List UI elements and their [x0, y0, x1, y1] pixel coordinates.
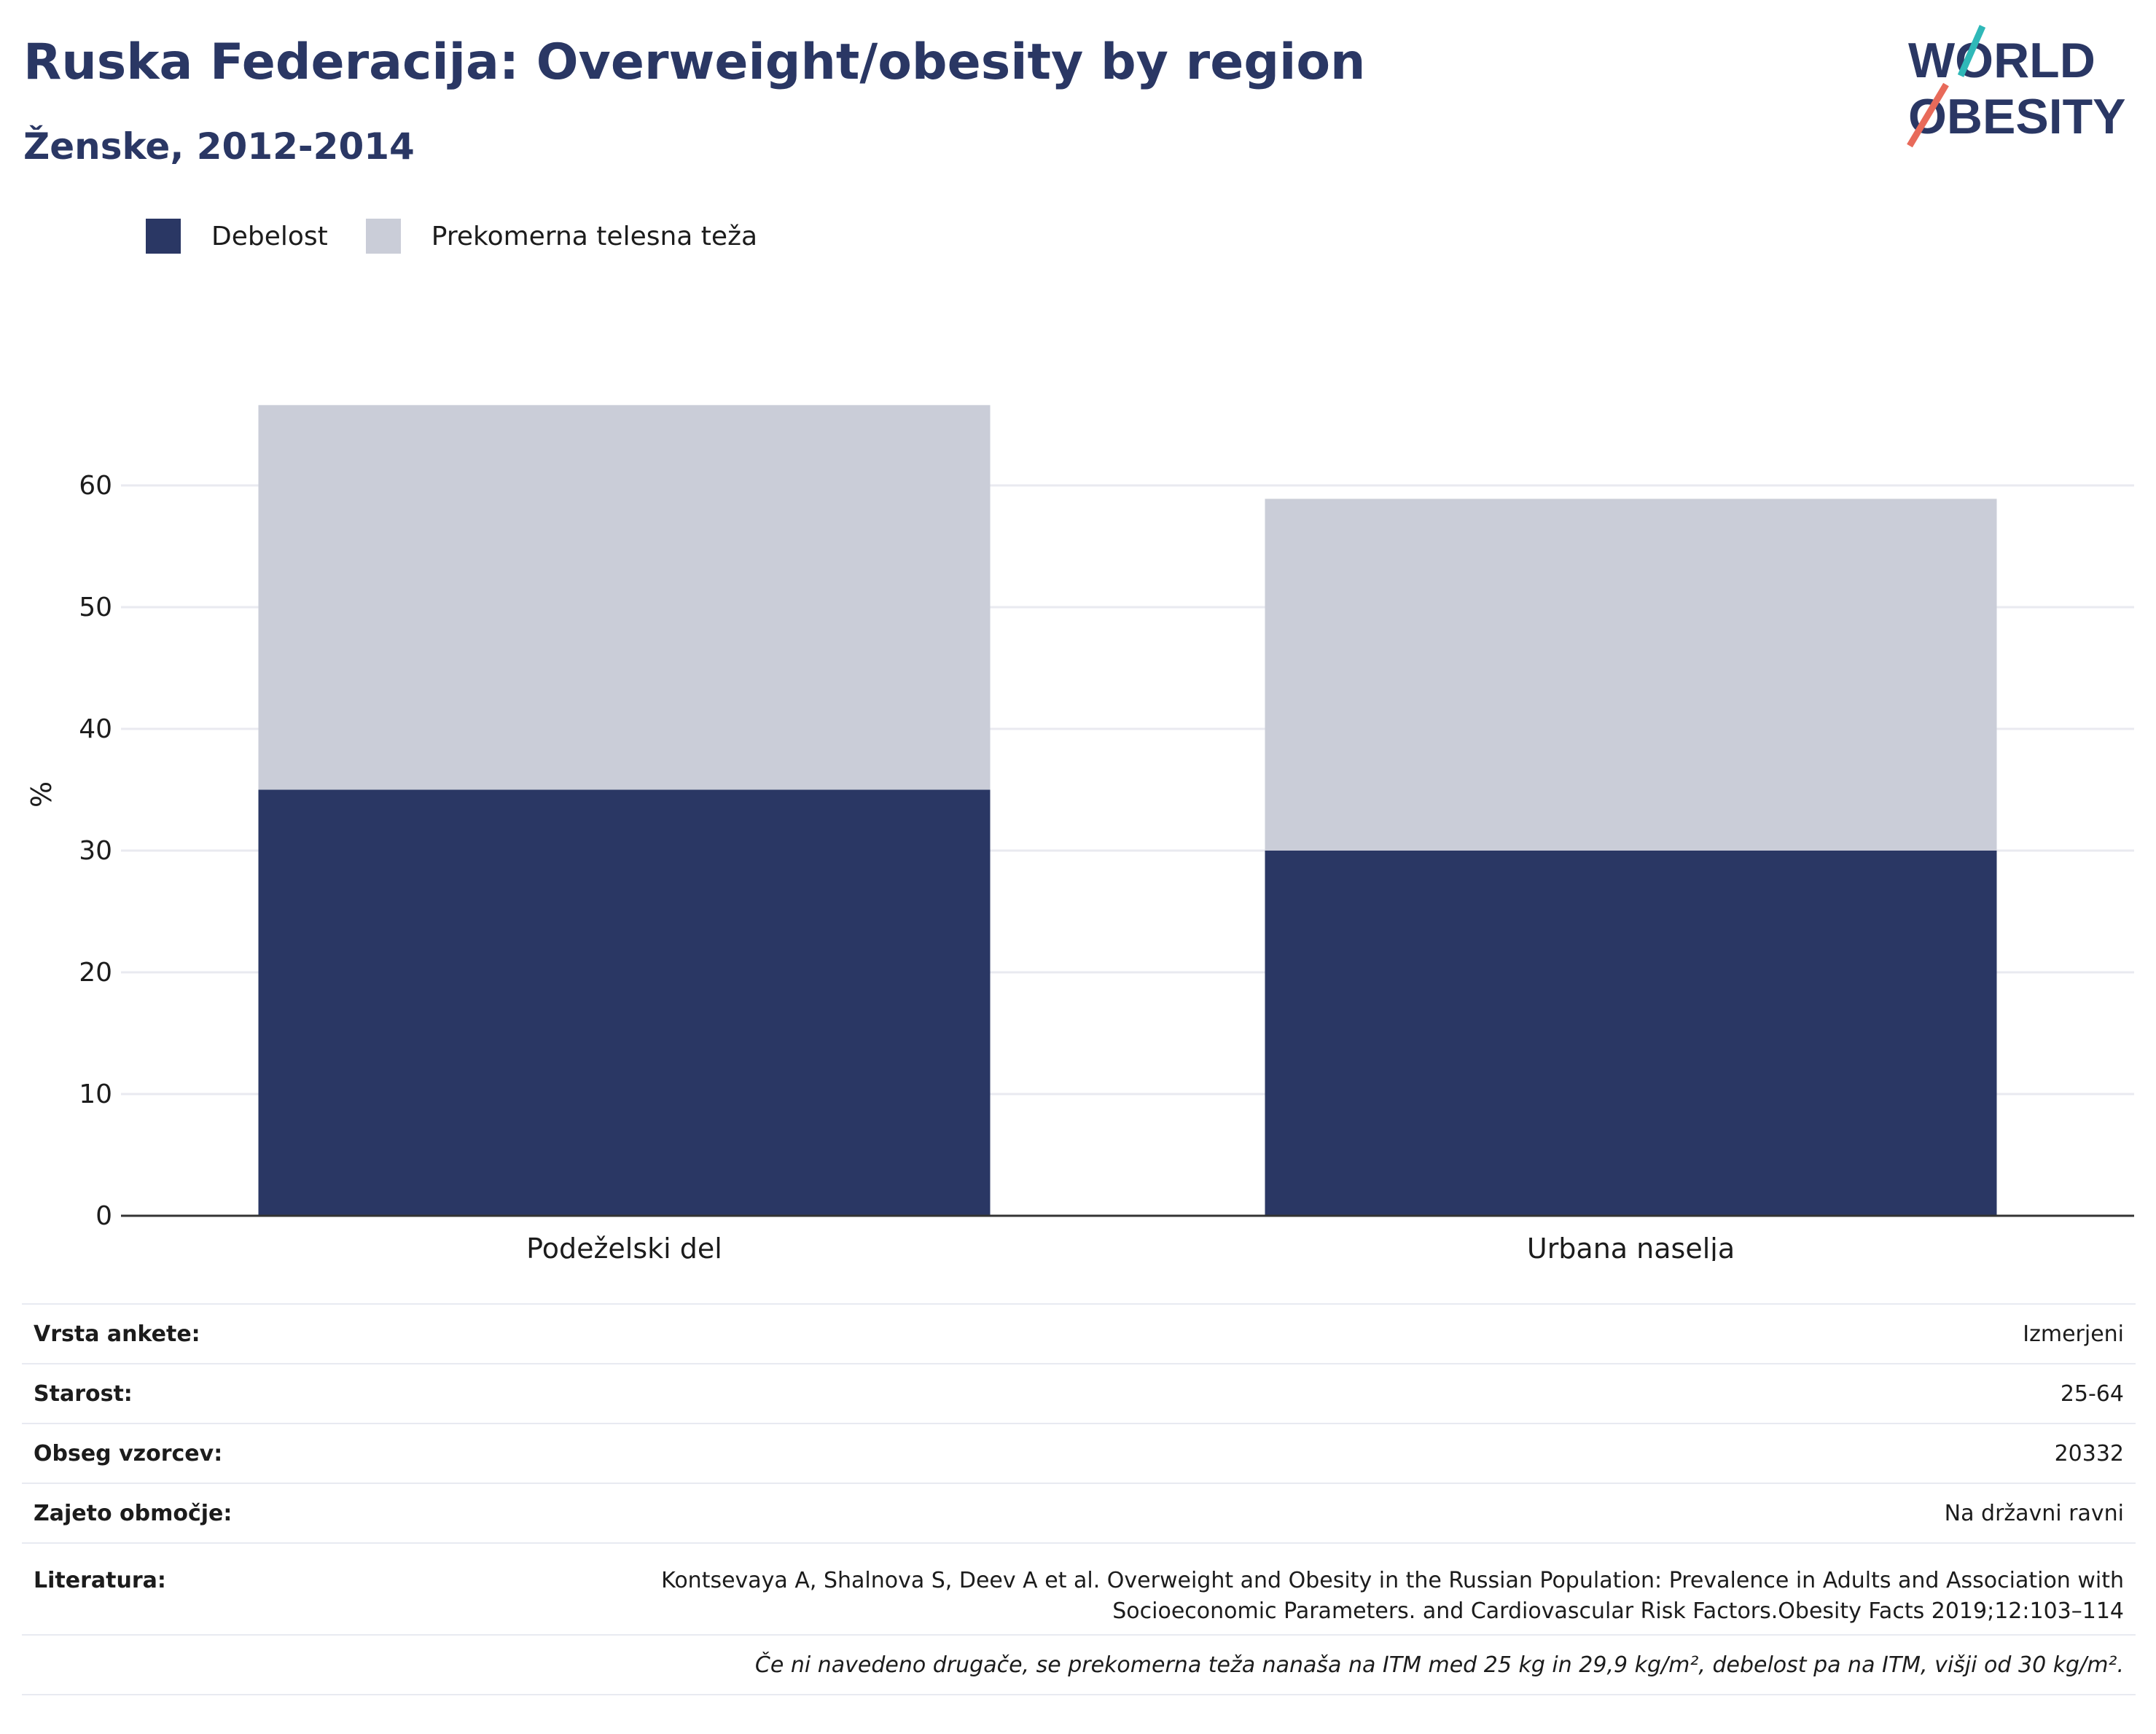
y-tick-label-60: 60: [79, 471, 112, 501]
info-value-area: Na državni ravni: [1944, 1500, 2124, 1526]
chart-title: Ruska Federacija: Overweight/obesity by …: [23, 34, 1366, 91]
logo-red-slash: [1907, 82, 1949, 148]
legend-item-debelost[interactable]: Debelost: [146, 219, 328, 254]
info-value-age: 25-64: [2060, 1380, 2124, 1407]
y-tick-label-30: 30: [79, 836, 112, 866]
y-tick-label-10: 10: [79, 1079, 112, 1109]
y-axis-title: %: [26, 781, 58, 808]
legend-label-debelost: Debelost: [211, 221, 328, 251]
info-row-sample: Obseg vzorcev: 20332: [22, 1423, 2136, 1483]
definition-note: Če ni navedeno drugače, se prekomerna te…: [22, 1634, 2136, 1695]
x-tick-label-2: Urbana naselja: [1527, 1233, 1735, 1261]
survey-info-table: Vrsta ankete: Izmerjeni Starost: 25-64 O…: [22, 1303, 2136, 1695]
x-tick-label-1: Podeželski del: [526, 1233, 722, 1261]
chart-legend: Debelost Prekomerna telesna teža: [146, 216, 795, 257]
info-row-survey-type: Vrsta ankete: Izmerjeni: [22, 1303, 2136, 1363]
info-row-area: Zajeto območje: Na državni ravni: [22, 1483, 2136, 1542]
info-label-survey-type: Vrsta ankete:: [34, 1321, 200, 1347]
info-label-area: Zajeto območje:: [34, 1500, 233, 1526]
info-row-age: Starost: 25-64: [22, 1363, 2136, 1423]
y-tick-label-40: 40: [79, 714, 112, 744]
info-value-survey-type: Izmerjeni: [2023, 1321, 2124, 1347]
y-tick-label-0: 0: [95, 1201, 112, 1231]
y-tick-label-50: 50: [79, 593, 112, 622]
logo-line-2: OBESITY: [1908, 89, 2126, 144]
chart-subtitle: Ženske, 2012-2014: [23, 125, 415, 168]
info-value-reference: Kontsevaya A, Shalnova S, Deev A et al. …: [661, 1544, 2136, 1627]
reference-line-2: Socioeconomic Parameters. and Cardiovasc…: [1112, 1598, 2124, 1624]
legend-item-prekomerna[interactable]: Prekomerna telesna teža: [365, 219, 758, 254]
world-obesity-logo: WORLD OBESITY: [1907, 25, 2126, 148]
bar-prekomerna-2: [1265, 499, 1997, 851]
legend-label-prekomerna: Prekomerna telesna teža: [431, 221, 758, 251]
bar-debelost-2: [1265, 851, 1997, 1216]
bar-debelost-1: [258, 789, 991, 1216]
reference-line-1: Kontsevaya A, Shalnova S, Deev A et al. …: [661, 1568, 2124, 1593]
legend-swatch-prekomerna: [365, 219, 401, 254]
bar-prekomerna-1: [258, 405, 991, 790]
info-value-sample: 20332: [2054, 1440, 2124, 1467]
logo-teal-slash: [1957, 25, 1986, 77]
legend-swatch-debelost: [146, 219, 181, 254]
info-label-age: Starost:: [34, 1380, 133, 1407]
logo-line-1: WORLD: [1908, 33, 2096, 88]
y-tick-label-20: 20: [79, 958, 112, 988]
info-row-reference: Literatura: Kontsevaya A, Shalnova S, De…: [22, 1542, 2136, 1634]
info-label-reference: Literatura:: [34, 1568, 166, 1593]
info-label-sample: Obseg vzorcev:: [34, 1440, 223, 1467]
stacked-bar-chart: 0 10 20 30 40 50 60% Podeželski del Urbana nasel…: [26, 405, 2134, 1261]
